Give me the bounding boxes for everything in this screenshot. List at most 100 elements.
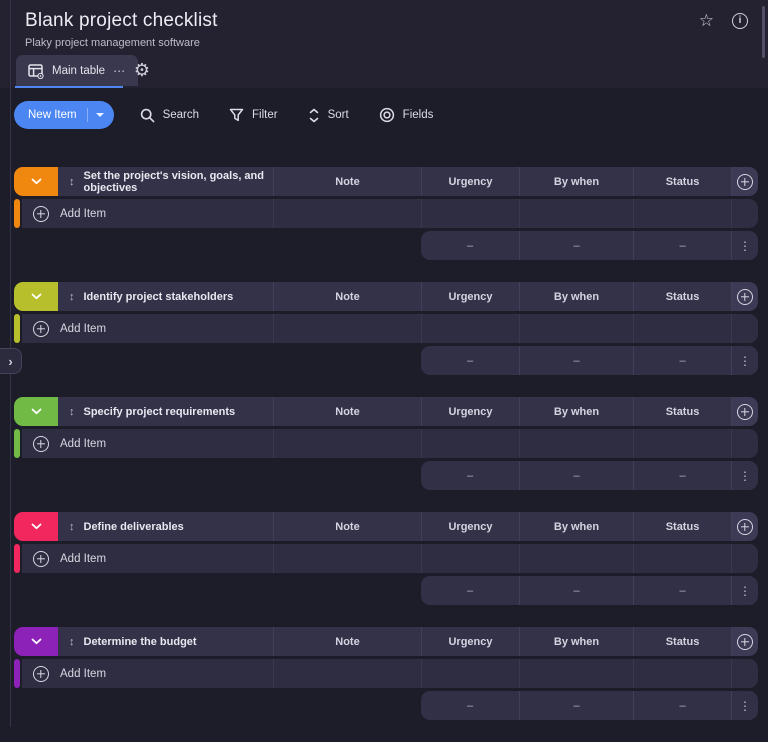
summary-status: – — [633, 461, 731, 490]
group-collapse-button[interactable] — [14, 167, 58, 196]
column-header-note[interactable]: Note — [273, 282, 421, 311]
column-header-by-when[interactable]: By when — [519, 282, 633, 311]
column-header-status[interactable]: Status — [633, 627, 731, 656]
column-header-status[interactable]: Status — [633, 397, 731, 426]
tab-main-table[interactable]: Main table ⋯ — [16, 55, 138, 86]
plus-circle-icon — [737, 289, 753, 305]
summary-menu-button[interactable]: ⋮ — [731, 346, 758, 375]
column-divider — [633, 659, 634, 688]
add-item-button[interactable]: Add Item — [22, 314, 758, 343]
group-title-cell[interactable]: ↕ Define deliverables — [58, 512, 273, 541]
group-header-row: ↕ Specify project requirements Note Urge… — [14, 397, 758, 426]
column-header-status[interactable]: Status — [633, 167, 731, 196]
column-header-note[interactable]: Note — [273, 512, 421, 541]
summary-status: – — [633, 346, 731, 375]
search-button[interactable]: Search — [140, 108, 199, 123]
group-collapse-button[interactable] — [14, 512, 58, 541]
column-divider — [273, 659, 274, 688]
add-column-button[interactable] — [731, 167, 758, 196]
drag-handle-icon[interactable]: ↕ — [69, 176, 75, 188]
chevron-right-icon: › — [8, 355, 12, 368]
add-item-button[interactable]: Add Item — [22, 199, 758, 228]
group-collapse-button[interactable] — [14, 282, 58, 311]
add-item-label: Add Item — [60, 208, 106, 220]
column-divider — [273, 429, 274, 458]
group-block: ↕ Set the project's vision, goals, and o… — [14, 167, 758, 260]
column-divider — [273, 544, 274, 573]
group-title-cell[interactable]: ↕ Identify project stakeholders — [58, 282, 273, 311]
summary-by-when: – — [519, 346, 633, 375]
header-actions: ☆ i — [699, 12, 748, 29]
favorite-star-icon[interactable]: ☆ — [699, 12, 714, 29]
column-header-note[interactable]: Note — [273, 167, 421, 196]
groups-container: ↕ Set the project's vision, goals, and o… — [14, 167, 758, 742]
add-column-button[interactable] — [731, 397, 758, 426]
column-divider — [731, 314, 732, 343]
group-title-cell[interactable]: ↕ Specify project requirements — [58, 397, 273, 426]
column-header-urgency[interactable]: Urgency — [421, 397, 519, 426]
column-header-by-when[interactable]: By when — [519, 167, 633, 196]
toolbar-actions: Search Filter Sort Fields — [140, 107, 434, 123]
column-header-urgency[interactable]: Urgency — [421, 282, 519, 311]
column-divider — [273, 314, 274, 343]
gear-icon[interactable]: ⚙ — [132, 60, 152, 80]
add-item-label: Add Item — [60, 668, 106, 680]
group-title: Set the project's vision, goals, and obj… — [84, 170, 274, 194]
chevron-down-icon — [31, 178, 42, 185]
new-item-button-label: New Item — [28, 109, 77, 121]
add-item-label: Add Item — [60, 323, 106, 335]
column-divider — [731, 544, 732, 573]
plus-circle-icon — [737, 404, 753, 420]
drag-handle-icon[interactable]: ↕ — [69, 291, 75, 303]
drag-handle-icon[interactable]: ↕ — [69, 521, 75, 533]
filter-button[interactable]: Filter — [229, 108, 278, 122]
column-divider — [519, 429, 520, 458]
group-color-strip — [14, 659, 20, 688]
add-item-button[interactable]: Add Item — [22, 659, 758, 688]
tab-options-icon[interactable]: ⋯ — [113, 64, 126, 78]
column-divider — [421, 429, 422, 458]
column-header-status[interactable]: Status — [633, 512, 731, 541]
info-icon[interactable]: i — [732, 13, 748, 29]
summary-menu-button[interactable]: ⋮ — [731, 576, 758, 605]
group-summary-row: – – – ⋮ — [421, 346, 758, 375]
column-header-by-when[interactable]: By when — [519, 397, 633, 426]
sort-button[interactable]: Sort — [308, 108, 349, 123]
summary-menu-button[interactable]: ⋮ — [731, 691, 758, 720]
group-title-cell[interactable]: ↕ Set the project's vision, goals, and o… — [58, 167, 273, 196]
fields-eye-icon — [379, 107, 395, 123]
add-item-button[interactable]: Add Item — [22, 544, 758, 573]
drag-handle-icon[interactable]: ↕ — [69, 406, 75, 418]
column-divider — [519, 314, 520, 343]
plus-circle-icon — [33, 436, 49, 452]
summary-menu-button[interactable]: ⋮ — [731, 231, 758, 260]
drag-handle-icon[interactable]: ↕ — [69, 636, 75, 648]
active-tab-indicator — [15, 86, 123, 88]
add-item-button[interactable]: Add Item — [22, 429, 758, 458]
add-column-button[interactable] — [731, 627, 758, 656]
column-header-urgency[interactable]: Urgency — [421, 627, 519, 656]
vertical-scrollbar[interactable] — [762, 6, 765, 58]
add-column-button[interactable] — [731, 282, 758, 311]
plus-circle-icon — [33, 321, 49, 337]
column-header-note[interactable]: Note — [273, 627, 421, 656]
column-header-by-when[interactable]: By when — [519, 627, 633, 656]
summary-status: – — [633, 231, 731, 260]
column-header-urgency[interactable]: Urgency — [421, 512, 519, 541]
group-block: ↕ Identify project stakeholders Note Urg… — [14, 282, 758, 375]
summary-menu-button[interactable]: ⋮ — [731, 461, 758, 490]
group-collapse-button[interactable] — [14, 397, 58, 426]
plus-circle-icon — [33, 206, 49, 222]
column-header-by-when[interactable]: By when — [519, 512, 633, 541]
column-header-note[interactable]: Note — [273, 397, 421, 426]
summary-by-when: – — [519, 576, 633, 605]
column-header-status[interactable]: Status — [633, 282, 731, 311]
new-item-button[interactable]: New Item — [14, 101, 114, 129]
group-title-cell[interactable]: ↕ Determine the budget — [58, 627, 273, 656]
group-collapse-button[interactable] — [14, 627, 58, 656]
chevron-down-icon[interactable] — [96, 113, 104, 117]
add-column-button[interactable] — [731, 512, 758, 541]
fields-button[interactable]: Fields — [379, 107, 434, 123]
column-header-urgency[interactable]: Urgency — [421, 167, 519, 196]
summary-urgency: – — [421, 691, 519, 720]
